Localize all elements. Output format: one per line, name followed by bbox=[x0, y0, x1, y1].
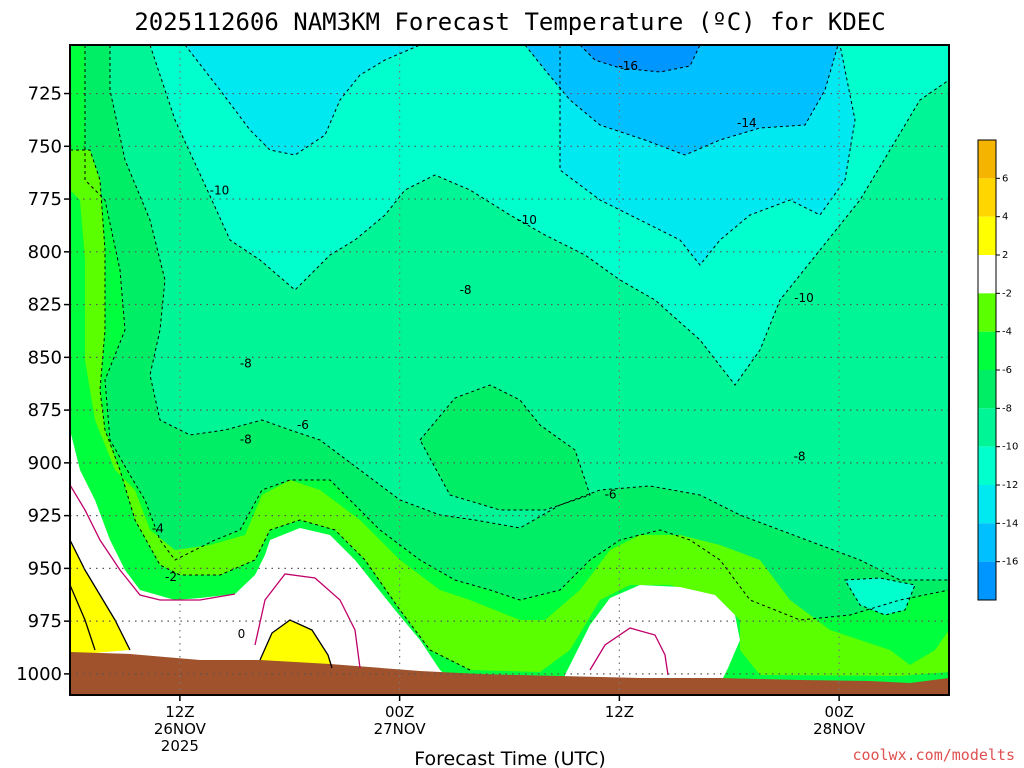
region-minus10-pocket bbox=[845, 578, 915, 615]
colorbar-tick-label: -8 bbox=[1002, 403, 1012, 414]
contour-label: -8 bbox=[240, 357, 252, 371]
contour-label: -14 bbox=[737, 116, 757, 130]
credit-text: coolwx.com/modelts bbox=[852, 746, 1015, 764]
x-tick-label: 2025 bbox=[161, 737, 199, 755]
colorbar-tick-label: -16 bbox=[1002, 557, 1018, 568]
region-zero-second bbox=[565, 585, 740, 680]
colorbar-tick-label: 4 bbox=[1002, 212, 1008, 223]
contour-label: -16 bbox=[618, 59, 638, 73]
x-tick-label: 12Z bbox=[605, 703, 634, 721]
x-axis: 12Z26NOV202500Z27NOV12Z00Z28NOV12Z bbox=[154, 695, 866, 755]
x-tick-label: 28NOV bbox=[813, 720, 866, 738]
contour-label: -4 bbox=[152, 521, 164, 535]
contour-label: -6 bbox=[605, 488, 617, 502]
contour-line-minus6-pocket bbox=[419, 384, 591, 511]
contour-line-minus4 bbox=[84, 45, 949, 621]
contour-label: 0 bbox=[238, 627, 246, 641]
colorbar-tick-label: -14 bbox=[1002, 518, 1018, 529]
y-tick-label: 900 bbox=[28, 453, 62, 474]
chart-title: 2025112606 NAM3KM Forecast Temperature (… bbox=[134, 8, 885, 36]
y-tick-label: 850 bbox=[28, 347, 62, 368]
y-tick-label: 950 bbox=[28, 558, 62, 579]
contour-line-minus14 bbox=[524, 45, 839, 156]
grid-lines bbox=[70, 45, 949, 695]
contour-label: -10 bbox=[517, 213, 537, 227]
x-axis-title: Forecast Time (UTC) bbox=[414, 748, 605, 768]
x-tick-label: 12Z bbox=[165, 703, 194, 721]
x-tick-label: 00Z bbox=[385, 703, 414, 721]
region-zero bbox=[70, 430, 450, 680]
y-tick-label: 975 bbox=[28, 611, 62, 632]
y-tick-label: 750 bbox=[28, 136, 62, 157]
colorbar-band bbox=[978, 370, 996, 409]
x-tick-label: 26NOV bbox=[154, 720, 207, 738]
y-tick-label: 725 bbox=[28, 84, 62, 105]
y-tick-label: 875 bbox=[28, 400, 62, 421]
contour-lines bbox=[70, 45, 949, 676]
region-plus2-second bbox=[260, 620, 332, 670]
colorbar-band bbox=[978, 255, 996, 294]
region-minus14 bbox=[525, 45, 838, 155]
y-tick-label: 775 bbox=[28, 189, 62, 210]
plot-frame bbox=[69, 44, 950, 696]
x-tick-label: 27NOV bbox=[374, 720, 427, 738]
x-tick-label: 00Z bbox=[824, 703, 853, 721]
colorbar-tick-label: -2 bbox=[1002, 288, 1012, 299]
colorbar-band bbox=[978, 446, 996, 485]
colorbar-tick-label: -10 bbox=[1002, 442, 1018, 453]
contour-label: -8 bbox=[460, 283, 472, 297]
colorbar-tick-label: -12 bbox=[1002, 480, 1018, 491]
contour-line-plus2-second bbox=[259, 619, 333, 669]
colorbar-tick-label: -4 bbox=[1002, 327, 1012, 338]
terrain-ground bbox=[70, 652, 949, 695]
y-tick-label: 825 bbox=[28, 295, 62, 316]
contour-line-minus10-pocket bbox=[844, 577, 916, 616]
contour-line-minus16 bbox=[579, 45, 701, 73]
contour-label: -10 bbox=[794, 291, 814, 305]
contour-line-minus10-lower bbox=[559, 45, 856, 266]
contour-line-zero-second bbox=[589, 627, 669, 676]
colorbar-tick-label: 2 bbox=[1002, 250, 1008, 261]
contour-label: -10 bbox=[210, 184, 230, 198]
colorbar-band bbox=[978, 408, 996, 447]
colorbar-band bbox=[978, 216, 996, 255]
contour-line-zero bbox=[70, 484, 236, 601]
colorbar-tick-label: -6 bbox=[1002, 365, 1012, 376]
region-minus8-pocket bbox=[420, 385, 590, 510]
contour-labels: -16 -14 -10 -10 -10 -8 -8 -8 -8 -6 -6 -4 -2 0 bbox=[152, 59, 814, 641]
colorbar-tick-label: 6 bbox=[1002, 173, 1008, 184]
contour-line-minus2 bbox=[70, 149, 471, 671]
contour-label: -6 bbox=[297, 418, 309, 432]
colorbar-band bbox=[978, 485, 996, 524]
y-tick-label: 925 bbox=[28, 506, 62, 527]
y-tick-label: 800 bbox=[28, 242, 62, 263]
region-plus2 bbox=[70, 540, 130, 655]
colorbar-band bbox=[978, 140, 996, 179]
colorbar: 6 4 2 -2 -4 -6 -8 -10 -12 -14 -16 bbox=[977, 139, 1018, 601]
temperature-field bbox=[70, 45, 949, 695]
contour-line-plus4 bbox=[70, 584, 96, 651]
contour-line-plus2 bbox=[70, 539, 131, 651]
colorbar-band bbox=[978, 523, 996, 562]
y-tick-label: 1000 bbox=[16, 664, 62, 685]
colorbar-band bbox=[978, 178, 996, 217]
contour-line-zero-loop bbox=[254, 573, 361, 669]
contour-label: -8 bbox=[794, 450, 806, 464]
contour-label: -8 bbox=[240, 433, 252, 447]
colorbar-band bbox=[978, 561, 996, 600]
colorbar-band bbox=[978, 331, 996, 370]
contour-line-minus6 bbox=[109, 45, 949, 581]
contour-label: -2 bbox=[165, 570, 177, 584]
region-minus16 bbox=[580, 45, 700, 72]
colorbar-band bbox=[978, 293, 996, 332]
contour-line-minus8 bbox=[149, 45, 949, 386]
y-axis: 725 750 775 800 825 850 875 900 925 950 975 1000 bbox=[16, 84, 70, 685]
